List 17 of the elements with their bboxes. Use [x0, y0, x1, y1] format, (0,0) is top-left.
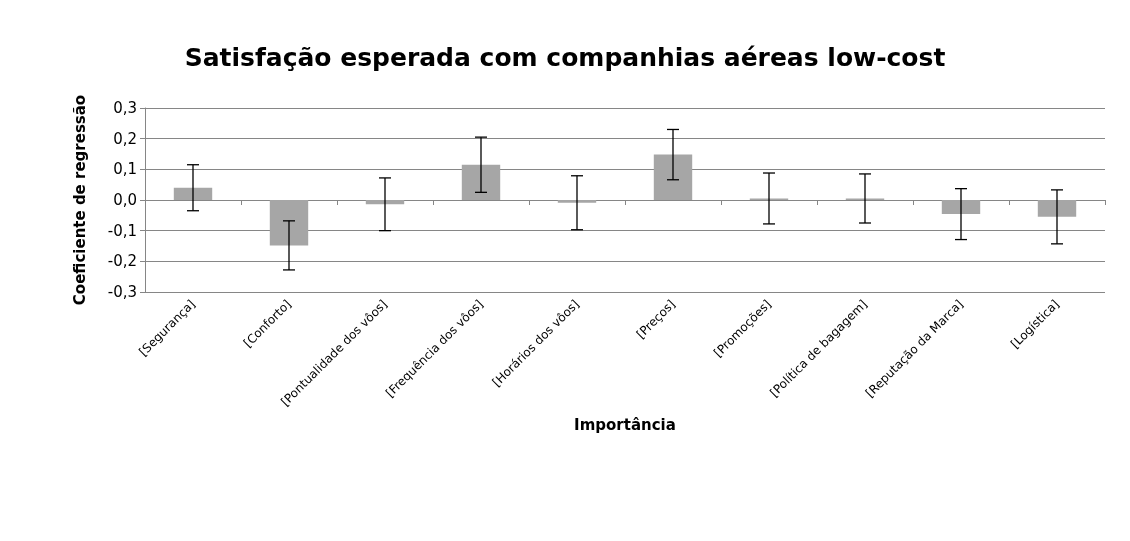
bar	[173, 187, 213, 200]
bar	[557, 200, 597, 203]
y-tick-label: -0,2	[107, 252, 137, 271]
y-tick-label: -0,1	[107, 221, 137, 240]
chart-title: Satisfação esperada com companhias aéreas low-cost	[184, 43, 946, 72]
bar	[461, 164, 501, 200]
y-tick-label: 0,0	[113, 191, 137, 209]
bar	[1037, 200, 1077, 217]
y-tick-label: -0,3	[107, 283, 137, 301]
y-tick-label: 0,3	[113, 99, 137, 117]
y-tick-label: 0,2	[113, 129, 137, 148]
bar	[653, 154, 693, 200]
y-tick-label: 0,1	[113, 160, 137, 179]
x-axis-title: Importância	[574, 415, 676, 434]
bar	[941, 200, 981, 215]
bar	[269, 200, 309, 246]
y-axis-title: Coeficiente de regressão	[70, 94, 89, 306]
